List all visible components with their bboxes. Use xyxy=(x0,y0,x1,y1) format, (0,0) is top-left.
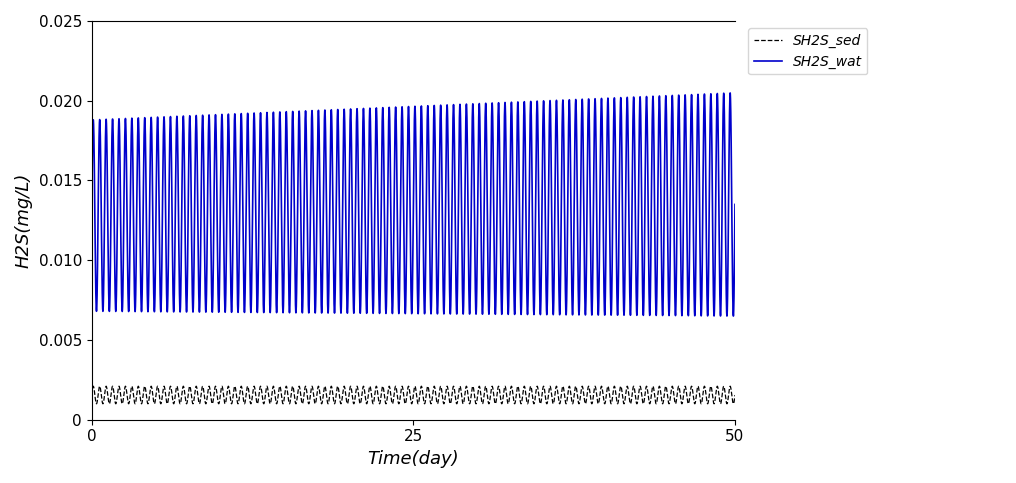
SH2S_wat xyxy=(246,257,258,263)
SH2S_sed xyxy=(728,392,741,398)
SH2S_sed xyxy=(87,384,100,389)
SH2S_sed xyxy=(727,401,740,407)
SH2S_sed xyxy=(390,384,402,390)
SH2S_wat xyxy=(547,270,559,275)
SH2S_sed xyxy=(547,398,559,403)
Line: SH2S_wat: SH2S_wat xyxy=(91,93,735,316)
SH2S_wat xyxy=(390,109,402,114)
SH2S_wat xyxy=(728,201,741,207)
SH2S_sed xyxy=(246,396,258,402)
SH2S_wat xyxy=(499,106,511,112)
Line: SH2S_sed: SH2S_sed xyxy=(91,386,735,404)
X-axis label: Time(day): Time(day) xyxy=(368,450,459,468)
SH2S_wat xyxy=(727,313,740,319)
SH2S_wat xyxy=(687,216,699,222)
SH2S_sed xyxy=(85,392,98,398)
SH2S_sed xyxy=(474,391,487,397)
Legend: SH2S_sed, SH2S_wat: SH2S_sed, SH2S_wat xyxy=(749,28,868,74)
SH2S_wat xyxy=(85,213,98,218)
SH2S_wat xyxy=(474,191,487,197)
SH2S_wat xyxy=(724,90,737,96)
SH2S_sed xyxy=(499,384,511,390)
Y-axis label: H2S(mg/L): H2S(mg/L) xyxy=(15,173,33,268)
SH2S_sed xyxy=(687,394,699,399)
